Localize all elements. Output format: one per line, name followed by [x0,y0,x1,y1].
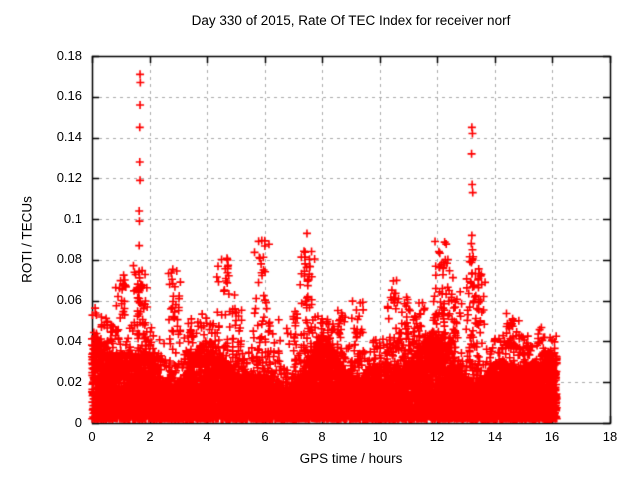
y-tick-label: 0.08 [56,251,82,266]
x-tick-label: 12 [429,429,445,444]
x-tick-label: 18 [602,429,618,444]
x-tick-label: 0 [88,429,96,444]
x-tick-label: 14 [487,429,503,444]
x-tick-label: 8 [318,429,326,444]
x-tick-label: 4 [203,429,211,444]
chart-title: Day 330 of 2015, Rate Of TEC Index for r… [191,13,511,28]
y-tick-label: 0.04 [56,333,82,348]
y-tick-label: 0.12 [56,170,82,185]
x-axis-label: GPS time / hours [299,451,403,466]
x-tick-label: 10 [372,429,388,444]
y-tick-label: 0.1 [63,211,82,226]
y-tick-label: 0 [74,415,82,430]
y-tick-label: 0.02 [56,374,82,389]
y-tick-label: 0.14 [56,129,82,144]
x-tick-label: 2 [146,429,154,444]
x-tick-label: 6 [261,429,269,444]
y-tick-label: 0.06 [56,292,82,307]
x-tick-label: 16 [544,429,560,444]
y-tick-label: 0.18 [56,48,82,63]
y-tick-label: 0.16 [56,88,82,103]
